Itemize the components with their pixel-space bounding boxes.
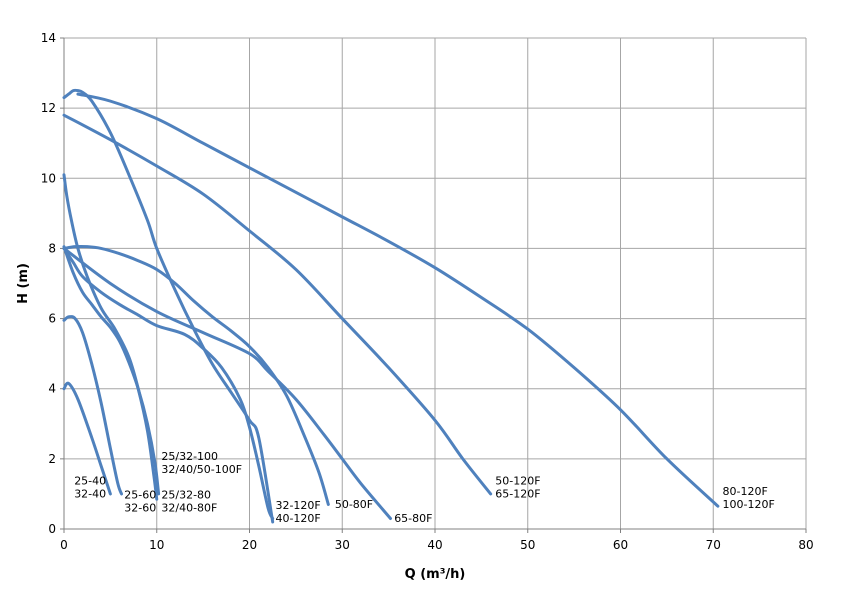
curve-label: 50-120F (495, 474, 540, 487)
x-tick-label: 40 (427, 538, 442, 552)
pump-curve-10 (76, 92, 720, 508)
curve-label: 65-120F (495, 487, 540, 500)
x-tick-label: 20 (242, 538, 257, 552)
x-axis-title: Q (m³/h) (405, 567, 466, 582)
axes: 0 2 4 6 8 10 12 14 0 10 20 30 40 50 60 70 80 (41, 31, 814, 552)
curve-label: 100-120F (723, 498, 775, 511)
pump-curve-9 (62, 113, 493, 496)
x-tick-label: 80 (798, 538, 813, 552)
curve-label: 25-40 (74, 474, 106, 487)
curve-label: 32-60 (124, 501, 156, 514)
curve-label: 32-40 (74, 487, 106, 500)
y-tick-label: 0 (48, 522, 56, 536)
y-tick-label: 2 (48, 452, 56, 466)
y-tick-label: 14 (41, 31, 56, 45)
pump-curve-4 (62, 173, 159, 501)
curve-label: 40-120F (275, 512, 320, 525)
pump-curve-5 (62, 246, 275, 520)
x-tick-label: 0 (60, 538, 68, 552)
y-tick-label: 12 (41, 101, 56, 115)
y-tick-label: 8 (48, 241, 56, 255)
x-tick-label: 60 (613, 538, 628, 552)
pump-curves (62, 88, 720, 524)
curve-label: 32/40/50-100F (161, 463, 242, 476)
pump-curve-7 (62, 88, 275, 524)
x-tick-label: 30 (335, 538, 350, 552)
x-tick-label: 50 (520, 538, 535, 552)
pump-curve-8 (62, 246, 392, 520)
grid (64, 37, 807, 529)
y-axis-title: H (m) (16, 263, 31, 304)
curve-label: 65-80F (394, 512, 432, 525)
curve-label: 25/32-100 (161, 450, 218, 463)
curve-label: 32-120F (275, 499, 320, 512)
curve-label: 32/40-80F (161, 501, 217, 514)
curve-label: 80-120F (723, 485, 768, 498)
y-tick-label: 6 (48, 312, 56, 326)
y-tick-label: 10 (41, 171, 56, 185)
x-tick-label: 70 (706, 538, 721, 552)
x-tick-label: 10 (149, 538, 164, 552)
pump-curve-1 (62, 381, 112, 496)
pump-curve-6 (62, 244, 330, 506)
pump-curve-2 (62, 315, 124, 496)
curve-label: 25/32-80 (161, 488, 211, 501)
curve-label: 50-80F (335, 498, 373, 511)
y-tick-label: 4 (48, 382, 56, 396)
curve-label: 25-60 (124, 488, 156, 501)
